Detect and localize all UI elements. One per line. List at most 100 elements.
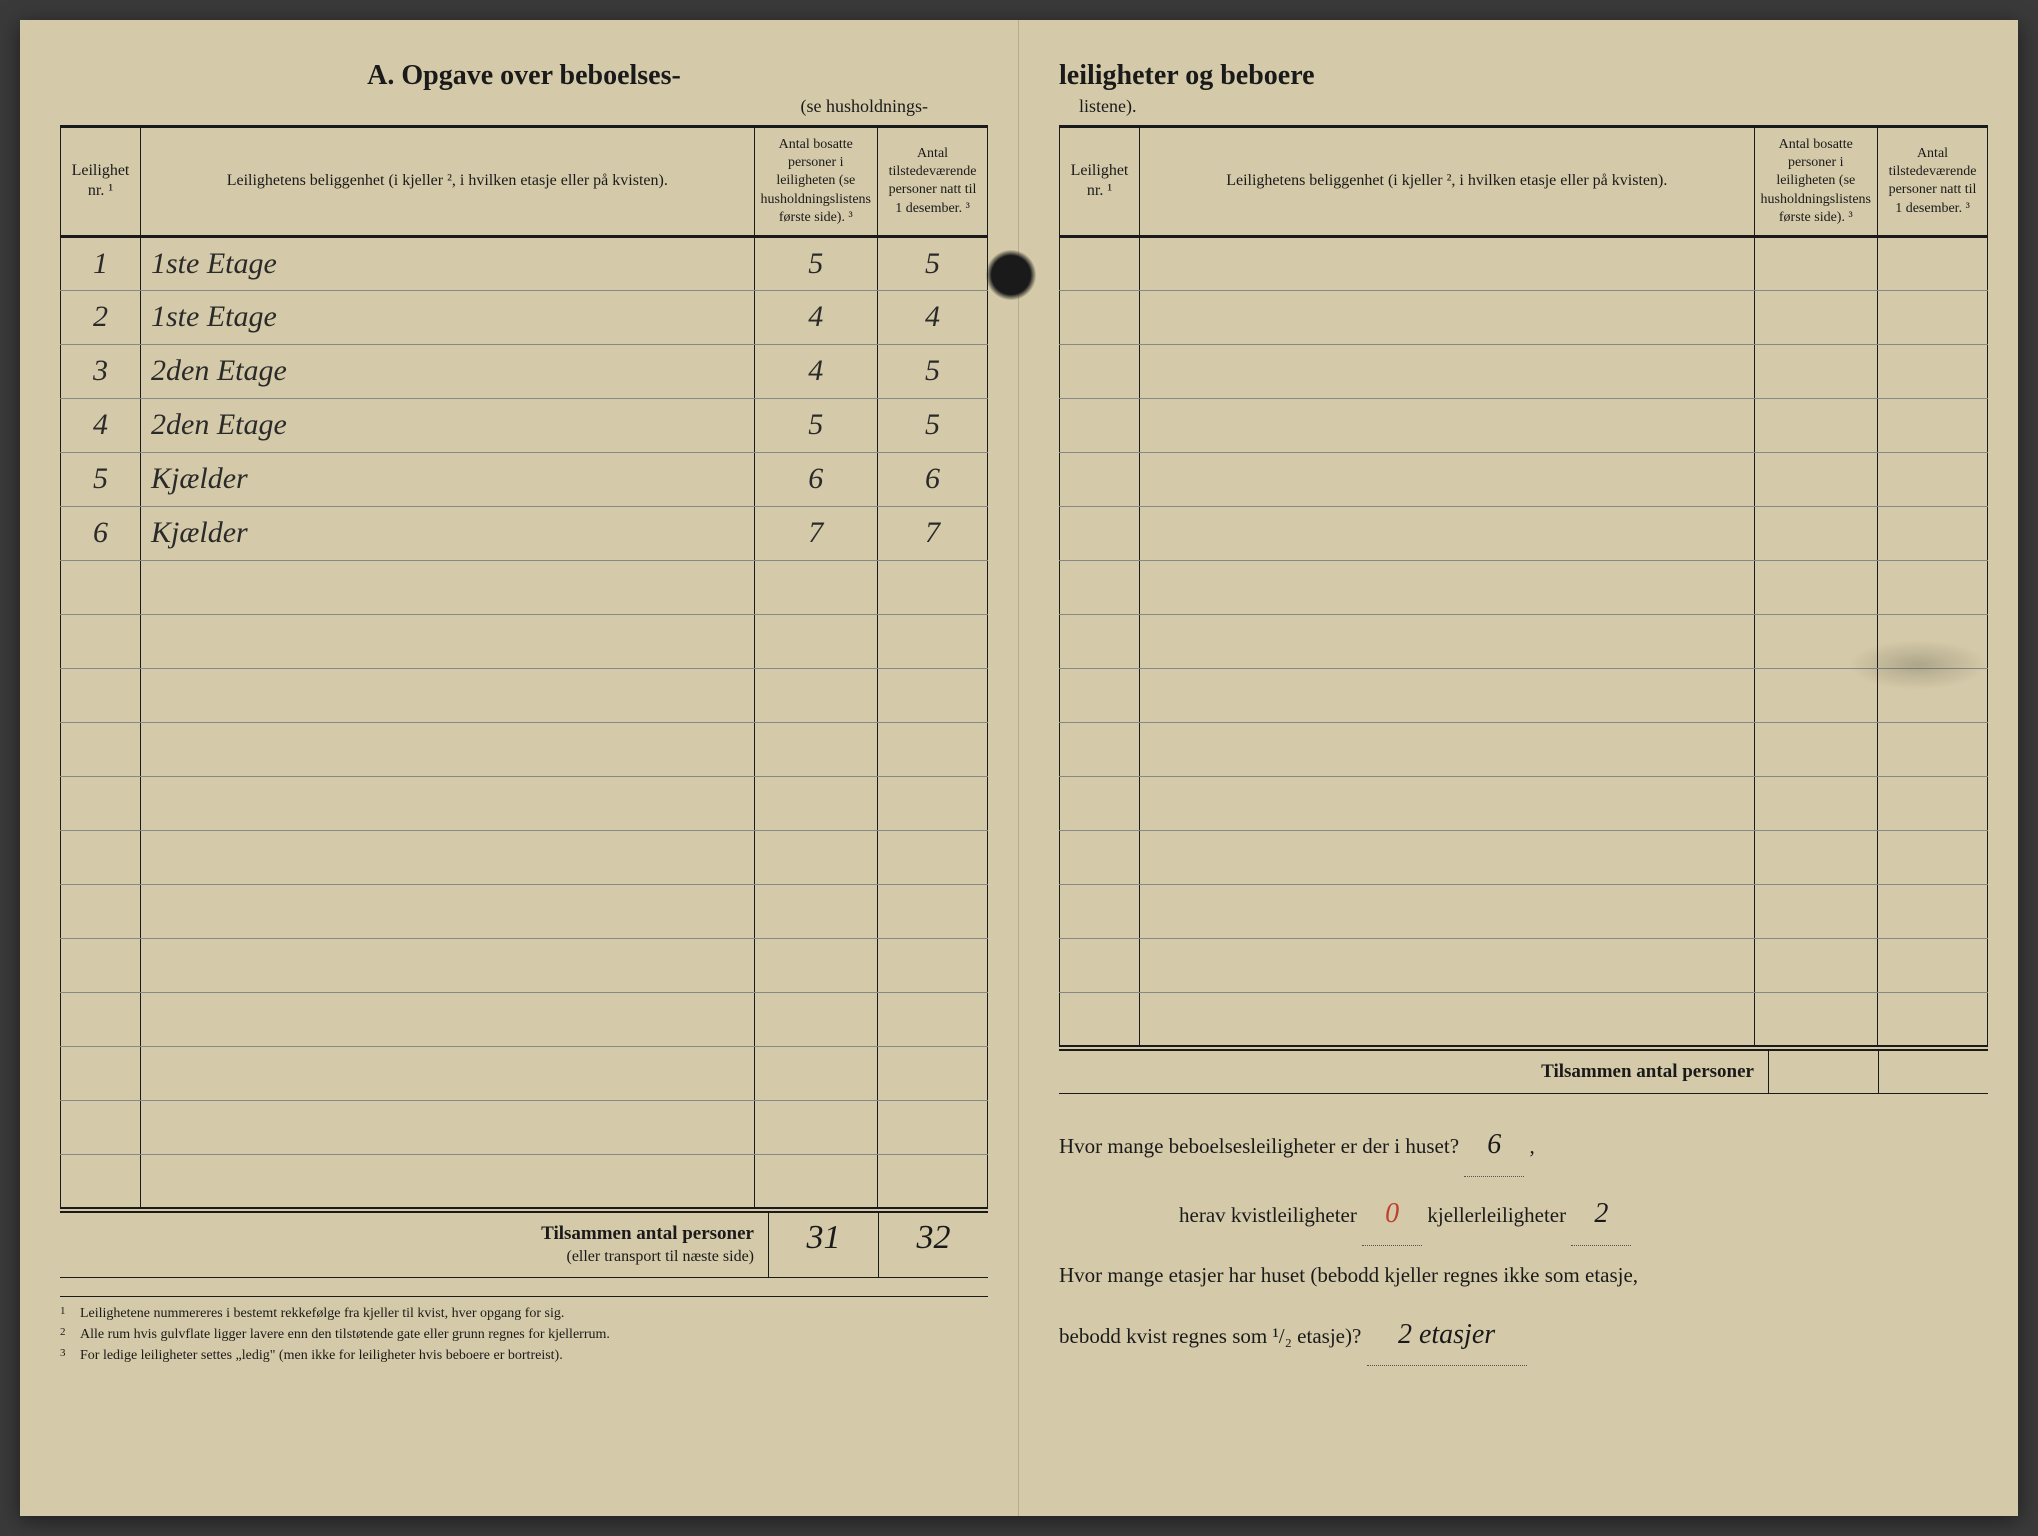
cell-location [141,614,755,668]
table-row: 11ste Etage55 [61,236,988,290]
cell-bosatte [1754,830,1877,884]
cell-location: Kjælder [141,506,755,560]
table-row: 5Kjælder66 [61,452,988,506]
table-row [1060,344,1988,398]
total-b: 32 [878,1213,988,1277]
cell-nr [1060,560,1140,614]
cell-location [141,1154,755,1208]
cell-nr [61,668,141,722]
q1-answer: 6 [1464,1114,1524,1177]
cell-bosatte: 4 [754,290,877,344]
cell-nr [1060,776,1140,830]
table-row [61,776,988,830]
cell-bosatte [1754,884,1877,938]
cell-bosatte: 4 [754,344,877,398]
cell-tilstede [878,938,988,992]
smudge-mark [1848,640,1988,690]
table-row [1060,452,1988,506]
table-row [61,668,988,722]
cell-tilstede: 7 [878,506,988,560]
cell-bosatte: 6 [754,452,877,506]
cell-tilstede [1878,992,1988,1046]
cell-tilstede: 6 [878,452,988,506]
cell-location [1140,668,1755,722]
cell-bosatte [754,560,877,614]
cell-location [1140,992,1755,1046]
table-row [61,722,988,776]
cell-nr [61,884,141,938]
cell-location [1140,290,1755,344]
cell-location [1140,776,1755,830]
cell-tilstede [1878,506,1988,560]
cell-nr [1060,452,1140,506]
cell-bosatte [1754,452,1877,506]
footnotes: 1Leilighetene nummereres i bestemt rekke… [60,1296,988,1366]
cell-location [1140,938,1755,992]
cell-bosatte: 5 [754,236,877,290]
cell-bosatte [754,614,877,668]
cell-location [141,1100,755,1154]
cell-tilstede [878,776,988,830]
cell-bosatte [754,776,877,830]
cell-nr [61,560,141,614]
cell-nr [1060,290,1140,344]
table-row [61,1100,988,1154]
cell-location [1140,344,1755,398]
total-a-r [1768,1051,1878,1093]
left-page: A. Opgave over beboelses- (se husholdnin… [20,20,1019,1516]
cell-location [1140,722,1755,776]
cell-bosatte [754,1100,877,1154]
right-totals: Tilsammen antal personer [1059,1049,1988,1094]
cell-tilstede [878,722,988,776]
cell-location [141,560,755,614]
cell-tilstede: 5 [878,398,988,452]
cell-tilstede [878,830,988,884]
table-row [1060,938,1988,992]
right-page: leiligheter og beboere listene). Leiligh… [1019,20,2018,1516]
cell-tilstede [878,1100,988,1154]
cell-bosatte [754,884,877,938]
totals-sublabel: (eller transport til næste side) [566,1248,754,1265]
cell-bosatte [1754,560,1877,614]
cell-location: 1ste Etage [141,290,755,344]
cell-location [141,776,755,830]
cell-tilstede: 4 [878,290,988,344]
cell-location [141,830,755,884]
col-header-tilstede: Antal tilstedeværende personer natt til … [878,127,988,237]
cell-nr [1060,398,1140,452]
cell-nr: 3 [61,344,141,398]
totals-label: Tilsammen antal personer (eller transpor… [60,1213,768,1277]
cell-bosatte [754,722,877,776]
cell-tilstede [878,614,988,668]
cell-tilstede [878,1154,988,1208]
q2a-text: herav kvistleiligheter [1179,1203,1357,1227]
cell-nr: 2 [61,290,141,344]
cell-tilstede [1878,938,1988,992]
cell-nr [1060,236,1140,290]
left-heading: A. Opgave over beboelses- [60,60,988,92]
census-form: A. Opgave over beboelses- (se husholdnin… [20,20,2018,1516]
total-b-r [1878,1051,1988,1093]
col-header-location: Leilighetens beliggenhet (i kjeller ², i… [141,127,755,237]
totals-label-text-r: Tilsammen antal personer [1541,1061,1754,1082]
cell-nr [61,1046,141,1100]
q1-text: Hvor mange beboelsesleiligheter er der i… [1059,1134,1459,1158]
cell-tilstede [1878,560,1988,614]
col-header-bosatte-r: Antal bosatte personer i leiligheten (se… [1754,127,1877,237]
table-row [1060,830,1988,884]
totals-label-text: Tilsammen antal personer [541,1223,754,1244]
cell-location [141,1046,755,1100]
cell-tilstede [1878,452,1988,506]
cell-location [1140,614,1755,668]
cell-bosatte [754,668,877,722]
cell-location [1140,398,1755,452]
totals-label-r: Tilsammen antal personer [1059,1051,1768,1093]
cell-bosatte [1754,992,1877,1046]
table-row [1060,722,1988,776]
cell-tilstede: 5 [878,236,988,290]
table-row [61,884,988,938]
cell-nr [61,722,141,776]
total-a: 31 [768,1213,878,1277]
cell-bosatte: 5 [754,398,877,452]
cell-nr: 5 [61,452,141,506]
